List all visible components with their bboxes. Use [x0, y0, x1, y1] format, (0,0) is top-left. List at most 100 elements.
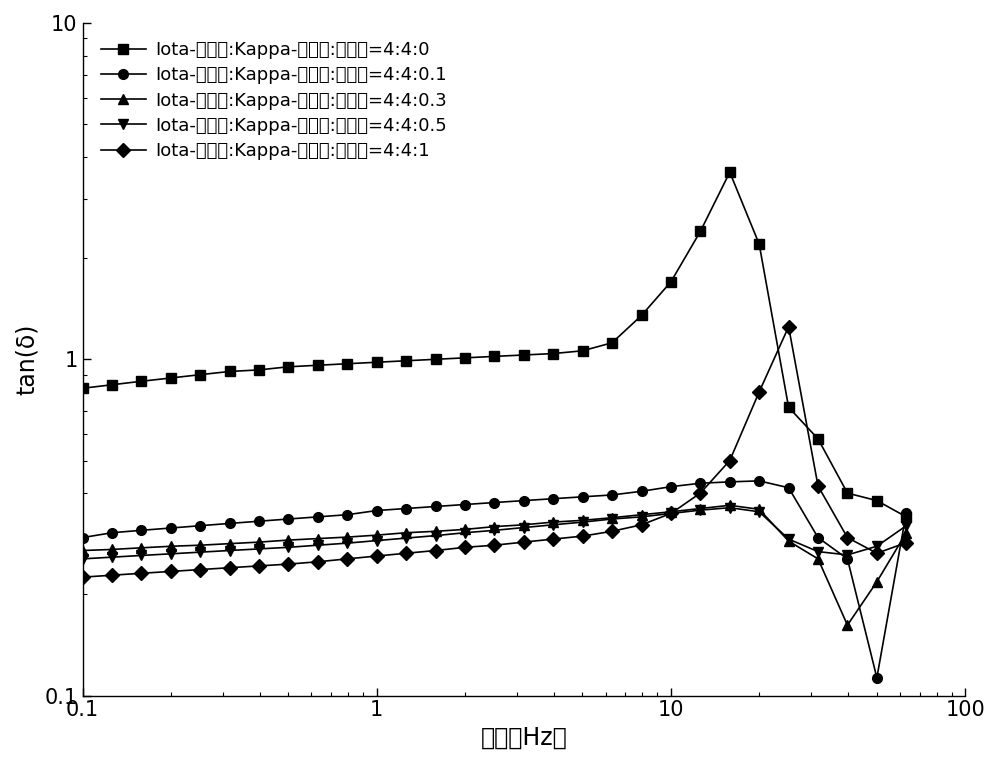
Iota-卡拉胶:Kappa-卡拉胶:丙氨酸=4:4:0.3 — [724, 501, 736, 510]
Iota-卡拉胶:Kappa-卡拉胶:丙氨酸=4:4:1 — [518, 538, 530, 547]
Iota-卡拉胶:Kappa-卡拉胶:丙氨酸=4:4:0.5 — [77, 555, 89, 564]
Iota-卡拉胶:Kappa-卡拉胶:丙氨酸=4:4:0.5 — [253, 545, 265, 554]
Iota-卡拉胶:Kappa-卡拉胶:丙氨酸=4:4:0.3 — [606, 513, 618, 522]
Iota-卡拉胶:Kappa-卡拉胶:丙氨酸=4:4:0.1 — [165, 523, 177, 532]
Iota-卡拉胶:Kappa-卡拉胶:丙氨酸=4:4:0.1 — [430, 502, 442, 511]
Iota-卡拉胶:Kappa-卡拉胶:丙氨酸=4:4:1 — [400, 549, 412, 558]
Iota-卡拉胶:Kappa-卡拉胶:丙氨酸=4:4:0.1 — [488, 498, 500, 507]
Iota-卡拉胶:Kappa-卡拉胶:丙氨酸=4:4:0 — [812, 435, 824, 444]
Iota-卡拉胶:Kappa-卡拉胶:丙氨酸=4:4:0.1 — [459, 500, 471, 509]
Iota-卡拉胶:Kappa-卡拉胶:丙氨酸=4:4:0.3 — [400, 528, 412, 537]
Iota-卡拉胶:Kappa-卡拉胶:丙氨酸=4:4:0 — [312, 360, 324, 369]
Iota-卡拉胶:Kappa-卡拉胶:丙氨酸=4:4:0 — [518, 350, 530, 360]
Iota-卡拉胶:Kappa-卡拉胶:丙氨酸=4:4:0.5 — [430, 531, 442, 540]
Iota-卡拉胶:Kappa-卡拉胶:丙氨酸=4:4:0.1 — [871, 673, 883, 682]
Iota-卡拉胶:Kappa-卡拉胶:丙氨酸=4:4:0.5 — [871, 542, 883, 551]
Iota-卡拉胶:Kappa-卡拉胶:丙氨酸=4:4:1 — [430, 546, 442, 555]
Iota-卡拉胶:Kappa-卡拉胶:丙氨酸=4:4:0.3 — [282, 536, 294, 545]
Iota-卡拉胶:Kappa-卡拉胶:丙氨酸=4:4:0.1 — [194, 521, 206, 530]
Iota-卡拉胶:Kappa-卡拉胶:丙氨酸=4:4:1 — [753, 387, 765, 396]
Iota-卡拉胶:Kappa-卡拉胶:丙氨酸=4:4:0.5 — [606, 514, 618, 523]
Iota-卡拉胶:Kappa-卡拉胶:丙氨酸=4:4:0.5 — [753, 507, 765, 516]
Iota-卡拉胶:Kappa-卡拉胶:丙氨酸=4:4:0.1 — [371, 506, 383, 515]
Iota-卡拉胶:Kappa-卡拉胶:丙氨酸=4:4:0 — [459, 353, 471, 363]
Iota-卡拉胶:Kappa-卡拉胶:丙氨酸=4:4:0 — [282, 362, 294, 371]
Line: Iota-卡拉胶:Kappa-卡拉胶:丙氨酸=4:4:0.5: Iota-卡拉胶:Kappa-卡拉胶:丙氨酸=4:4:0.5 — [78, 503, 911, 564]
Iota-卡拉胶:Kappa-卡拉胶:丙氨酸=4:4:0.3 — [371, 531, 383, 540]
Iota-卡拉胶:Kappa-卡拉胶:丙氨酸=4:4:0.1 — [253, 516, 265, 526]
Iota-卡拉胶:Kappa-卡拉胶:丙氨酸=4:4:0.1 — [606, 490, 618, 500]
Iota-卡拉胶:Kappa-卡拉胶:丙氨酸=4:4:1 — [577, 532, 589, 541]
Iota-卡拉胶:Kappa-卡拉胶:丙氨酸=4:4:1 — [341, 555, 353, 564]
Iota-卡拉胶:Kappa-卡拉胶:丙氨酸=4:4:0.1 — [900, 508, 912, 517]
Iota-卡拉胶:Kappa-卡拉胶:丙氨酸=4:4:1 — [253, 562, 265, 571]
Iota-卡拉胶:Kappa-卡拉胶:丙氨酸=4:4:0 — [841, 489, 853, 498]
Iota-卡拉胶:Kappa-卡拉胶:丙氨酸=4:4:0 — [577, 347, 589, 356]
Iota-卡拉胶:Kappa-卡拉胶:丙氨酸=4:4:0.5 — [812, 547, 824, 556]
Iota-卡拉胶:Kappa-卡拉胶:丙氨酸=4:4:0.3 — [783, 536, 795, 545]
Iota-卡拉胶:Kappa-卡拉胶:丙氨酸=4:4:0 — [724, 168, 736, 177]
Iota-卡拉胶:Kappa-卡拉胶:丙氨酸=4:4:1 — [871, 549, 883, 558]
X-axis label: 频率（Hz）: 频率（Hz） — [480, 726, 567, 750]
Line: Iota-卡拉胶:Kappa-卡拉胶:丙氨酸=4:4:0: Iota-卡拉胶:Kappa-卡拉胶:丙氨酸=4:4:0 — [78, 168, 911, 522]
Iota-卡拉胶:Kappa-卡拉胶:丙氨酸=4:4:0.5 — [547, 520, 559, 529]
Iota-卡拉胶:Kappa-卡拉胶:丙氨酸=4:4:0.5 — [224, 546, 236, 555]
Iota-卡拉胶:Kappa-卡拉胶:丙氨酸=4:4:0.1 — [547, 494, 559, 503]
Iota-卡拉胶:Kappa-卡拉胶:丙氨酸=4:4:1 — [724, 456, 736, 465]
Iota-卡拉胶:Kappa-卡拉胶:丙氨酸=4:4:0 — [871, 496, 883, 505]
Iota-卡拉胶:Kappa-卡拉胶:丙氨酸=4:4:0 — [253, 366, 265, 375]
Iota-卡拉胶:Kappa-卡拉胶:丙氨酸=4:4:0.5 — [282, 542, 294, 552]
Iota-卡拉胶:Kappa-卡拉胶:丙氨酸=4:4:0.1 — [77, 533, 89, 542]
Iota-卡拉胶:Kappa-卡拉胶:丙氨酸=4:4:1 — [900, 538, 912, 547]
Iota-卡拉胶:Kappa-卡拉胶:丙氨酸=4:4:0.3 — [694, 504, 706, 513]
Iota-卡拉胶:Kappa-卡拉胶:丙氨酸=4:4:0.3 — [841, 620, 853, 630]
Y-axis label: tan(δ): tan(δ) — [15, 324, 39, 395]
Iota-卡拉胶:Kappa-卡拉胶:丙氨酸=4:4:0.3 — [312, 534, 324, 543]
Iota-卡拉胶:Kappa-卡拉胶:丙氨酸=4:4:0.1 — [724, 477, 736, 487]
Iota-卡拉胶:Kappa-卡拉胶:丙氨酸=4:4:1 — [459, 542, 471, 552]
Iota-卡拉胶:Kappa-卡拉胶:丙氨酸=4:4:1 — [106, 571, 118, 580]
Iota-卡拉胶:Kappa-卡拉胶:丙氨酸=4:4:0.3 — [135, 543, 147, 552]
Iota-卡拉胶:Kappa-卡拉胶:丙氨酸=4:4:0.3 — [900, 528, 912, 537]
Iota-卡拉胶:Kappa-卡拉胶:丙氨酸=4:4:0.5 — [488, 526, 500, 535]
Iota-卡拉胶:Kappa-卡拉胶:丙氨酸=4:4:0.5 — [900, 521, 912, 530]
Iota-卡拉胶:Kappa-卡拉胶:丙氨酸=4:4:0.1 — [312, 513, 324, 522]
Iota-卡拉胶:Kappa-卡拉胶:丙氨酸=4:4:0.5 — [577, 517, 589, 526]
Iota-卡拉胶:Kappa-卡拉胶:丙氨酸=4:4:0.1 — [341, 510, 353, 519]
Iota-卡拉胶:Kappa-卡拉胶:丙氨酸=4:4:0.5 — [371, 536, 383, 545]
Iota-卡拉胶:Kappa-卡拉胶:丙氨酸=4:4:0 — [165, 373, 177, 382]
Iota-卡拉胶:Kappa-卡拉胶:丙氨酸=4:4:1 — [165, 567, 177, 576]
Iota-卡拉胶:Kappa-卡拉胶:丙氨酸=4:4:0.1 — [224, 519, 236, 528]
Iota-卡拉胶:Kappa-卡拉胶:丙氨酸=4:4:0.5 — [518, 523, 530, 532]
Iota-卡拉胶:Kappa-卡拉胶:丙氨酸=4:4:0.5 — [165, 549, 177, 558]
Iota-卡拉胶:Kappa-卡拉胶:丙氨酸=4:4:0.1 — [518, 496, 530, 505]
Iota-卡拉胶:Kappa-卡拉胶:丙氨酸=4:4:0.3 — [165, 542, 177, 551]
Iota-卡拉胶:Kappa-卡拉胶:丙氨酸=4:4:1 — [194, 565, 206, 575]
Iota-卡拉胶:Kappa-卡拉胶:丙氨酸=4:4:1 — [694, 489, 706, 498]
Iota-卡拉胶:Kappa-卡拉胶:丙氨酸=4:4:0.3 — [871, 577, 883, 586]
Iota-卡拉胶:Kappa-卡拉胶:丙氨酸=4:4:0.1 — [282, 514, 294, 523]
Iota-卡拉胶:Kappa-卡拉胶:丙氨酸=4:4:1 — [488, 541, 500, 550]
Iota-卡拉胶:Kappa-卡拉胶:丙氨酸=4:4:0 — [488, 352, 500, 361]
Iota-卡拉胶:Kappa-卡拉胶:丙氨酸=4:4:0.3 — [518, 520, 530, 529]
Iota-卡拉胶:Kappa-卡拉胶:丙氨酸=4:4:0 — [753, 239, 765, 249]
Iota-卡拉胶:Kappa-卡拉胶:丙氨酸=4:4:0.3 — [753, 505, 765, 514]
Line: Iota-卡拉胶:Kappa-卡拉胶:丙氨酸=4:4:1: Iota-卡拉胶:Kappa-卡拉胶:丙氨酸=4:4:1 — [78, 322, 911, 582]
Iota-卡拉胶:Kappa-卡拉胶:丙氨酸=4:4:0.5 — [665, 509, 677, 518]
Iota-卡拉胶:Kappa-卡拉胶:丙氨酸=4:4:0 — [900, 513, 912, 522]
Iota-卡拉胶:Kappa-卡拉胶:丙氨酸=4:4:0.5 — [783, 535, 795, 544]
Iota-卡拉胶:Kappa-卡拉胶:丙氨酸=4:4:0.1 — [783, 483, 795, 493]
Iota-卡拉胶:Kappa-卡拉胶:丙氨酸=4:4:0.3 — [547, 517, 559, 526]
Iota-卡拉胶:Kappa-卡拉胶:丙氨酸=4:4:0.5 — [312, 541, 324, 550]
Iota-卡拉胶:Kappa-卡拉胶:丙氨酸=4:4:1 — [665, 509, 677, 518]
Iota-卡拉胶:Kappa-卡拉胶:丙氨酸=4:4:0.1 — [106, 528, 118, 537]
Iota-卡拉胶:Kappa-卡拉胶:丙氨酸=4:4:0 — [106, 380, 118, 389]
Iota-卡拉胶:Kappa-卡拉胶:丙氨酸=4:4:0.5 — [636, 513, 648, 522]
Iota-卡拉胶:Kappa-卡拉胶:丙氨酸=4:4:1 — [783, 322, 795, 331]
Iota-卡拉胶:Kappa-卡拉胶:丙氨酸=4:4:0.3 — [106, 545, 118, 554]
Iota-卡拉胶:Kappa-卡拉胶:丙氨酸=4:4:1 — [606, 526, 618, 536]
Iota-卡拉胶:Kappa-卡拉胶:丙氨酸=4:4:0.1 — [841, 555, 853, 564]
Iota-卡拉胶:Kappa-卡拉胶:丙氨酸=4:4:1 — [371, 552, 383, 561]
Iota-卡拉胶:Kappa-卡拉胶:丙氨酸=4:4:0 — [430, 355, 442, 364]
Iota-卡拉胶:Kappa-卡拉胶:丙氨酸=4:4:0.3 — [577, 516, 589, 525]
